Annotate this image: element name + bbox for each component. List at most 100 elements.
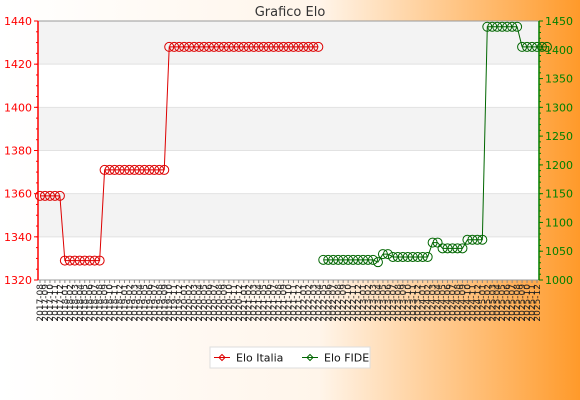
data-point (154, 164, 165, 175)
data-point (497, 21, 508, 32)
right-tick-label: 1250 (545, 130, 573, 143)
data-point (114, 164, 125, 175)
data-point (238, 41, 249, 52)
series-line-fide (323, 26, 547, 263)
data-point (377, 249, 388, 260)
x-tick-label: 2022-08 (334, 284, 344, 322)
right-tick-label: 1300 (545, 101, 573, 114)
data-point (447, 243, 458, 254)
chart-title: Grafico Elo (255, 5, 326, 20)
x-tick-label: 2023-11 (409, 284, 419, 322)
data-point (541, 41, 552, 52)
x-tick-label: 2023-04 (374, 284, 384, 322)
data-point (139, 164, 150, 175)
data-point (407, 251, 418, 262)
data-point (223, 41, 234, 52)
data-point (457, 243, 468, 254)
x-tick-label: 2018-07 (91, 284, 101, 322)
data-point (268, 41, 279, 52)
x-tick-label: 2024-09 (458, 284, 468, 322)
x-tick-label: 2021-10 (285, 284, 295, 322)
data-point (358, 254, 369, 265)
legend-label-italia: Elo Italia (236, 352, 283, 365)
data-point (253, 41, 264, 52)
left-tick-label: 1360 (4, 188, 32, 201)
x-tick-label: 2019-10 (165, 284, 175, 322)
x-tick-label: 2025-12 (533, 284, 543, 322)
x-tick-label: 2018-02 (66, 284, 76, 322)
x-tick-label: 2024-01 (419, 284, 429, 322)
data-point (179, 41, 190, 52)
data-point (89, 255, 100, 266)
x-tick-label: 2017-09 (41, 284, 51, 322)
data-point (452, 243, 463, 254)
legend-box (209, 346, 371, 369)
data-point (372, 257, 383, 268)
x-tick-label: 2021-03 (250, 284, 260, 322)
data-point (124, 164, 135, 175)
data-point (273, 41, 284, 52)
x-tick-label: 2020-03 (190, 284, 200, 322)
x-tick-label: 2019-09 (160, 284, 170, 322)
x-tick-label: 2020-10 (225, 284, 235, 322)
plot-band (38, 193, 539, 237)
legend-marker-fide (306, 353, 314, 362)
x-tick-label: 2019-01 (120, 284, 130, 322)
x-tick-label: 2021-01 (240, 284, 250, 322)
data-point (283, 41, 294, 52)
data-point (94, 255, 105, 266)
right-tick-label: 1050 (545, 245, 573, 258)
x-tick-label: 2021-11 (289, 284, 299, 322)
x-tick-label: 2025-11 (528, 284, 538, 322)
x-tick-label: 2020-09 (220, 284, 230, 322)
data-point (527, 41, 538, 52)
right-tick-label: 1400 (545, 44, 573, 57)
data-point (432, 237, 443, 248)
x-tick-label: 2020-07 (210, 284, 220, 322)
x-tick-label: 2021-02 (245, 284, 255, 322)
left-tick-label: 1320 (4, 274, 32, 287)
x-tick-label: 2023-07 (389, 284, 399, 322)
x-tick-label: 2017-08 (36, 284, 46, 322)
data-point (248, 41, 259, 52)
x-tick-label: 2025-04 (493, 284, 503, 322)
legend-marker-italia (218, 353, 226, 362)
right-tick-label: 1150 (545, 188, 573, 201)
x-tick-label: 2019-08 (155, 284, 165, 322)
left-tick-label: 1380 (4, 145, 32, 158)
x-tick-label: 2021-07 (270, 284, 280, 322)
x-tick-label: 2022-01 (299, 284, 309, 322)
data-point (134, 164, 145, 175)
x-tick-label: 2023-03 (369, 284, 379, 322)
data-point (382, 249, 393, 260)
x-tick-label: 2022-04 (314, 284, 324, 322)
x-tick-label: 2022-09 (339, 284, 349, 322)
data-point (363, 254, 374, 265)
data-point (293, 41, 304, 52)
data-point (507, 21, 518, 32)
data-point (228, 41, 239, 52)
x-tick-label: 2024-04 (434, 284, 444, 322)
data-point (313, 41, 324, 52)
x-tick-label: 2018-01 (61, 284, 71, 322)
x-tick-label: 2019-12 (175, 284, 185, 322)
data-point (99, 164, 110, 175)
x-tick-label: 2025-10 (523, 284, 533, 322)
data-point (79, 255, 90, 266)
x-tick-label: 2021-08 (275, 284, 285, 322)
data-point (144, 164, 155, 175)
data-point (74, 255, 85, 266)
x-tick-label: 2024-05 (439, 284, 449, 322)
data-point (328, 254, 339, 265)
data-point (243, 41, 254, 52)
data-point (318, 254, 329, 265)
left-tick-label: 1420 (4, 58, 32, 71)
x-tick-label: 2020-01 (180, 284, 190, 322)
data-point (278, 41, 289, 52)
axes: 1320 1340 1360 1380 1400 1420 1440 1000 1050 1100… (4, 15, 573, 287)
data-point (492, 21, 503, 32)
x-tick-label: 2024-10 (463, 284, 473, 322)
x-tick-label: 2020-05 (200, 284, 210, 322)
